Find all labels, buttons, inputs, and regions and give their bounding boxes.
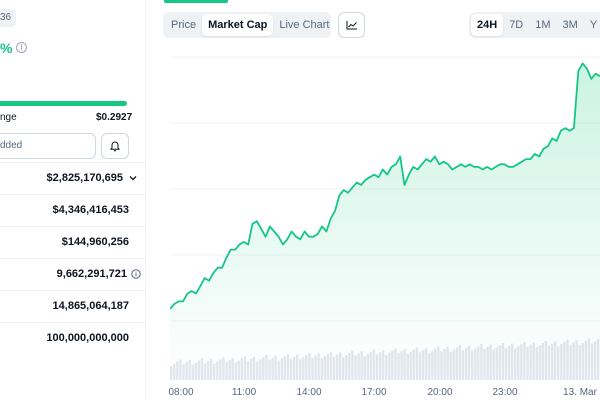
line-chart-icon [346,21,357,30]
stat-row-total-supply: 14,865,064,187 [0,290,146,322]
stat-value: 9,662,291,721 [56,268,127,280]
x-tick-label: 14:00 [296,387,322,398]
tab-market-cap[interactable]: Market Cap [202,14,274,36]
tab-price[interactable]: Price [171,19,197,31]
price-change-percent: % [0,40,13,56]
bell-icon [110,140,120,151]
price-range-bar [0,101,127,106]
range-3m[interactable]: 3M [562,19,578,31]
chart-type-tabs: Price Market Cap Live Chart [163,12,331,38]
range-1y[interactable]: Y [589,19,598,31]
stat-row-volume: $144,960,256 [0,226,146,258]
stat-value: 14,865,064,187 [52,300,129,312]
market-cap-chart[interactable]: 08:00 11:00 14:00 17:00 20:00 23:00 13. Mar [168,40,600,400]
x-tick-label: 23:00 [492,387,518,398]
x-tick-label: 11:00 [231,387,257,398]
chart-panel: Price Market Cap Live Chart 24H 7D 1M 3M… [147,0,600,400]
tab-live-chart[interactable]: Live Chart [279,19,330,31]
series-area [170,63,600,381]
stat-value: $4,346,416,453 [52,204,129,216]
info-icon[interactable]: i [16,42,27,53]
active-section-indicator [164,0,228,3]
chart-svg [169,56,600,381]
stats-panel: 36 % i nge $0.2927 dded $2,825,170,695 $… [0,0,146,400]
stat-value: $144,960,256 [61,236,129,248]
time-range-tabs: 24H 7D 1M 3M Y [469,12,600,38]
line-chart-toggle-button[interactable] [338,12,365,38]
chevron-down-icon[interactable] [128,173,138,183]
stat-value: 100,000,000,000 [46,332,129,344]
watchlist-field[interactable]: dded [0,133,96,159]
stat-value: $2,825,170,695 [46,172,123,184]
stat-row-fdv: $4,346,416,453 [0,194,146,226]
range-1m[interactable]: 1M [535,19,551,31]
info-icon[interactable] [131,269,141,279]
price-alert-button[interactable] [101,133,129,159]
series-line [169,62,600,310]
x-tick-label: 13. Mar [563,387,597,398]
range-high-value: $0.2927 [96,112,133,123]
stat-row-max-supply: 100,000,000,000 [0,322,146,354]
range-24h[interactable]: 24H [471,14,504,36]
range-low-label: nge [0,112,17,123]
x-tick-label: 17:00 [361,387,387,398]
stat-row-market-cap: $2,825,170,695 [0,162,146,194]
stat-row-circulating-supply: 9,662,291,721 [0,258,146,290]
rank-badge: 36 [0,9,17,27]
x-tick-label: 08:00 [168,387,194,398]
range-7d[interactable]: 7D [509,19,524,31]
x-tick-label: 20:00 [427,387,453,398]
